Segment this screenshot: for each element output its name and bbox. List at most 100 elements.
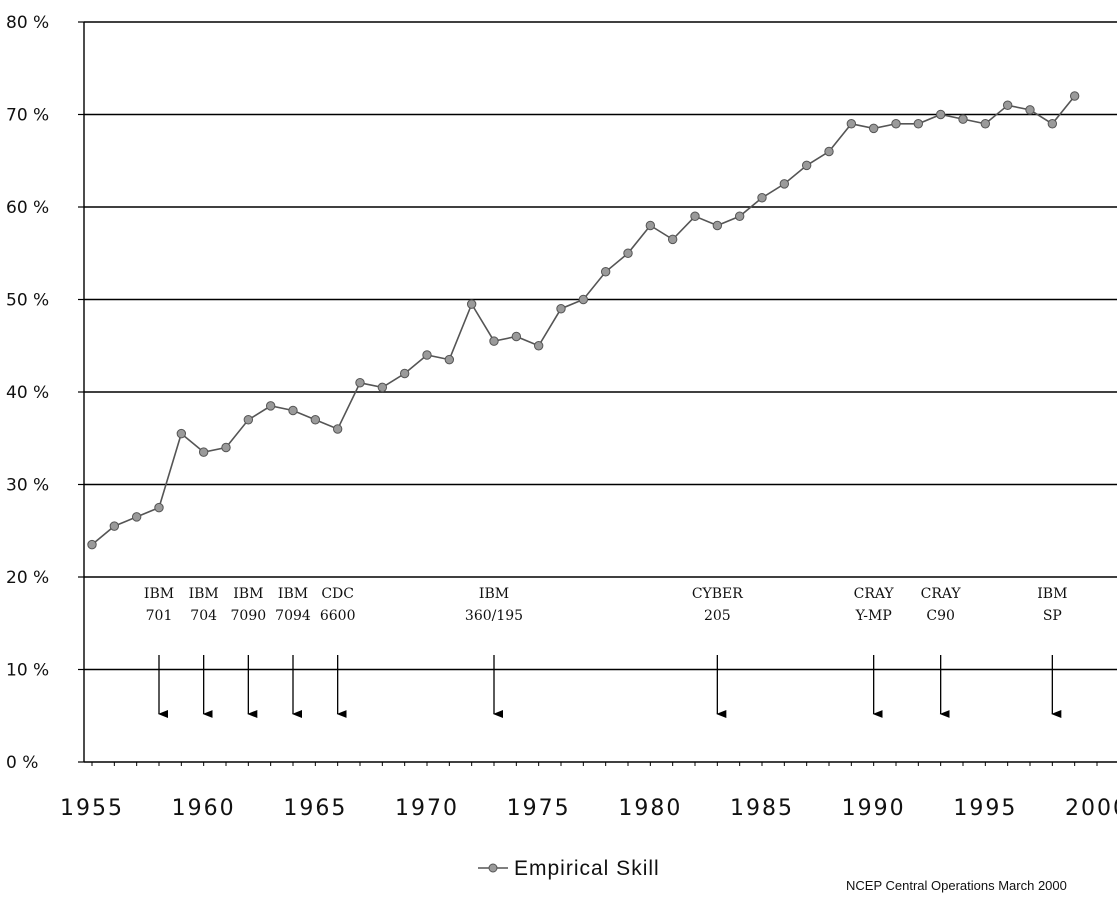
y-tick-labels: 0 % 10 % 20 % 30 % 40 % 50 % 60 % 70 % 80 % — [6, 13, 49, 773]
data-point-1970 — [422, 350, 432, 360]
annotation-cdc-6600: CDC 6600 — [320, 586, 356, 718]
annotation-cyber-205: CYBER 205 — [692, 586, 743, 718]
ytick-label-10: 10 % — [6, 661, 49, 681]
data-point-1982 — [690, 211, 700, 221]
data-point-1974 — [511, 331, 522, 342]
data-point-1980 — [645, 220, 656, 231]
x-tick-labels: 1955 1960 1965 1970 1975 1980 1985 1990 1995 2000 — [60, 796, 1117, 821]
annotation-text: CRAY — [921, 586, 962, 602]
annotation-text: 7094 — [275, 608, 311, 624]
data-point-1997 — [1025, 105, 1035, 115]
data-point-1973 — [489, 336, 499, 346]
xtick-label-1960: 1960 — [172, 796, 236, 821]
data-point-1978 — [600, 267, 611, 277]
ytick-label-80: 80 % — [6, 13, 49, 33]
data-point-1966 — [332, 424, 343, 434]
annotation-text: 704 — [190, 608, 217, 624]
annotation-text: Y-MP — [855, 608, 892, 624]
xtick-label-1955: 1955 — [60, 796, 124, 821]
gridlines — [78, 21, 1117, 763]
annotation-text: SP — [1043, 608, 1062, 624]
ytick-label-20: 20 % — [6, 568, 49, 588]
annotation-ibm-sp: IBM SP — [1037, 586, 1067, 718]
data-point-1993 — [935, 109, 946, 120]
ytick-label-40: 40 % — [6, 383, 49, 403]
annotation-ibm-701: IBM 701 — [144, 586, 174, 718]
data-point-1979 — [623, 248, 633, 258]
data-point-1976 — [556, 304, 566, 314]
ytick-label-60: 60 % — [6, 198, 49, 218]
data-point-1985 — [757, 193, 767, 203]
data-point-1981 — [667, 234, 678, 245]
data-point-1957 — [131, 512, 142, 522]
annotation-text: C90 — [926, 608, 955, 624]
data-point-1990 — [868, 123, 879, 134]
annotation-text: 360/195 — [465, 608, 523, 624]
data-point-1968 — [377, 382, 388, 393]
axes — [83, 22, 1117, 766]
data-point-1969 — [399, 368, 410, 379]
data-point-1987 — [801, 160, 812, 171]
xtick-label-1995: 1995 — [953, 796, 1017, 821]
legend-label: Empirical Skill — [514, 857, 660, 880]
data-point-1986 — [779, 179, 790, 189]
ytick-label-50: 50 % — [6, 291, 49, 311]
data-point-1958 — [154, 502, 164, 513]
xtick-label-1975: 1975 — [507, 796, 571, 821]
annotation-text: 205 — [704, 608, 731, 624]
data-point-1994 — [958, 114, 968, 124]
credit-text: NCEP Central Operations March 2000 — [846, 878, 1067, 893]
ytick-label-30: 30 % — [6, 476, 49, 496]
data-point-1963 — [265, 401, 276, 411]
data-point-1971 — [444, 354, 455, 365]
annotation-cray-c90: CRAY C90 — [921, 586, 962, 718]
annotation-cray-y-mp: CRAY Y-MP — [854, 586, 895, 718]
ytick-label-70: 70 % — [6, 106, 49, 126]
xtick-label-1985: 1985 — [730, 796, 794, 821]
data-point-1977 — [578, 294, 589, 305]
data-point-1956 — [109, 521, 120, 531]
xtick-label-1980: 1980 — [618, 796, 682, 821]
data-point-1992 — [913, 119, 924, 129]
legend: Empirical Skill — [478, 857, 660, 880]
annotation-text: IBM — [278, 586, 308, 602]
legend-marker-swatch — [488, 863, 498, 873]
data-point-1975 — [533, 341, 544, 351]
data-point-1961 — [221, 442, 231, 453]
annotation-ibm-360-195: IBM 360/195 — [465, 586, 523, 718]
annotation-text: CRAY — [854, 586, 895, 602]
data-point-1996 — [1002, 100, 1013, 110]
annotation-text: IBM — [479, 586, 509, 602]
data-point-1962 — [243, 415, 254, 425]
annotation-ibm-7090: IBM 7090 — [231, 586, 267, 718]
annotation-ibm-7094: IBM 7094 — [275, 586, 311, 718]
data-point-1998 — [1047, 119, 1058, 129]
annotation-text: 6600 — [320, 608, 356, 624]
xtick-label-2000: 2000 — [1065, 796, 1117, 821]
data-point-1959 — [176, 428, 187, 439]
data-point-1960 — [198, 447, 209, 457]
annotation-text: IBM — [233, 586, 263, 602]
data-point-1995 — [980, 119, 991, 129]
data-point-1989 — [846, 119, 857, 129]
data-point-1964 — [288, 405, 298, 416]
ytick-label-0: 0 % — [6, 753, 38, 773]
data-point-1988 — [824, 146, 834, 157]
series-line — [91, 95, 1076, 546]
data-point-1967 — [355, 378, 365, 388]
data-point-1983 — [712, 220, 723, 231]
computer-annotations: IBM 701 IBM 704 IBM 7090 IBM 7094 CDC 6600 IBM 360/… — [144, 586, 1067, 718]
annotation-text: 7090 — [231, 608, 267, 624]
annotation-text: CDC — [321, 586, 354, 602]
xtick-label-1970: 1970 — [395, 796, 459, 821]
data-point-1972 — [466, 299, 477, 309]
data-point-1999 — [1069, 91, 1080, 101]
xtick-label-1990: 1990 — [842, 796, 906, 821]
annotation-text: 701 — [146, 608, 173, 624]
annotation-text: IBM — [189, 586, 219, 602]
annotation-text: IBM — [1037, 586, 1067, 602]
data-point-1984 — [734, 211, 745, 221]
annotation-text: IBM — [144, 586, 174, 602]
data-point-1991 — [891, 119, 901, 129]
